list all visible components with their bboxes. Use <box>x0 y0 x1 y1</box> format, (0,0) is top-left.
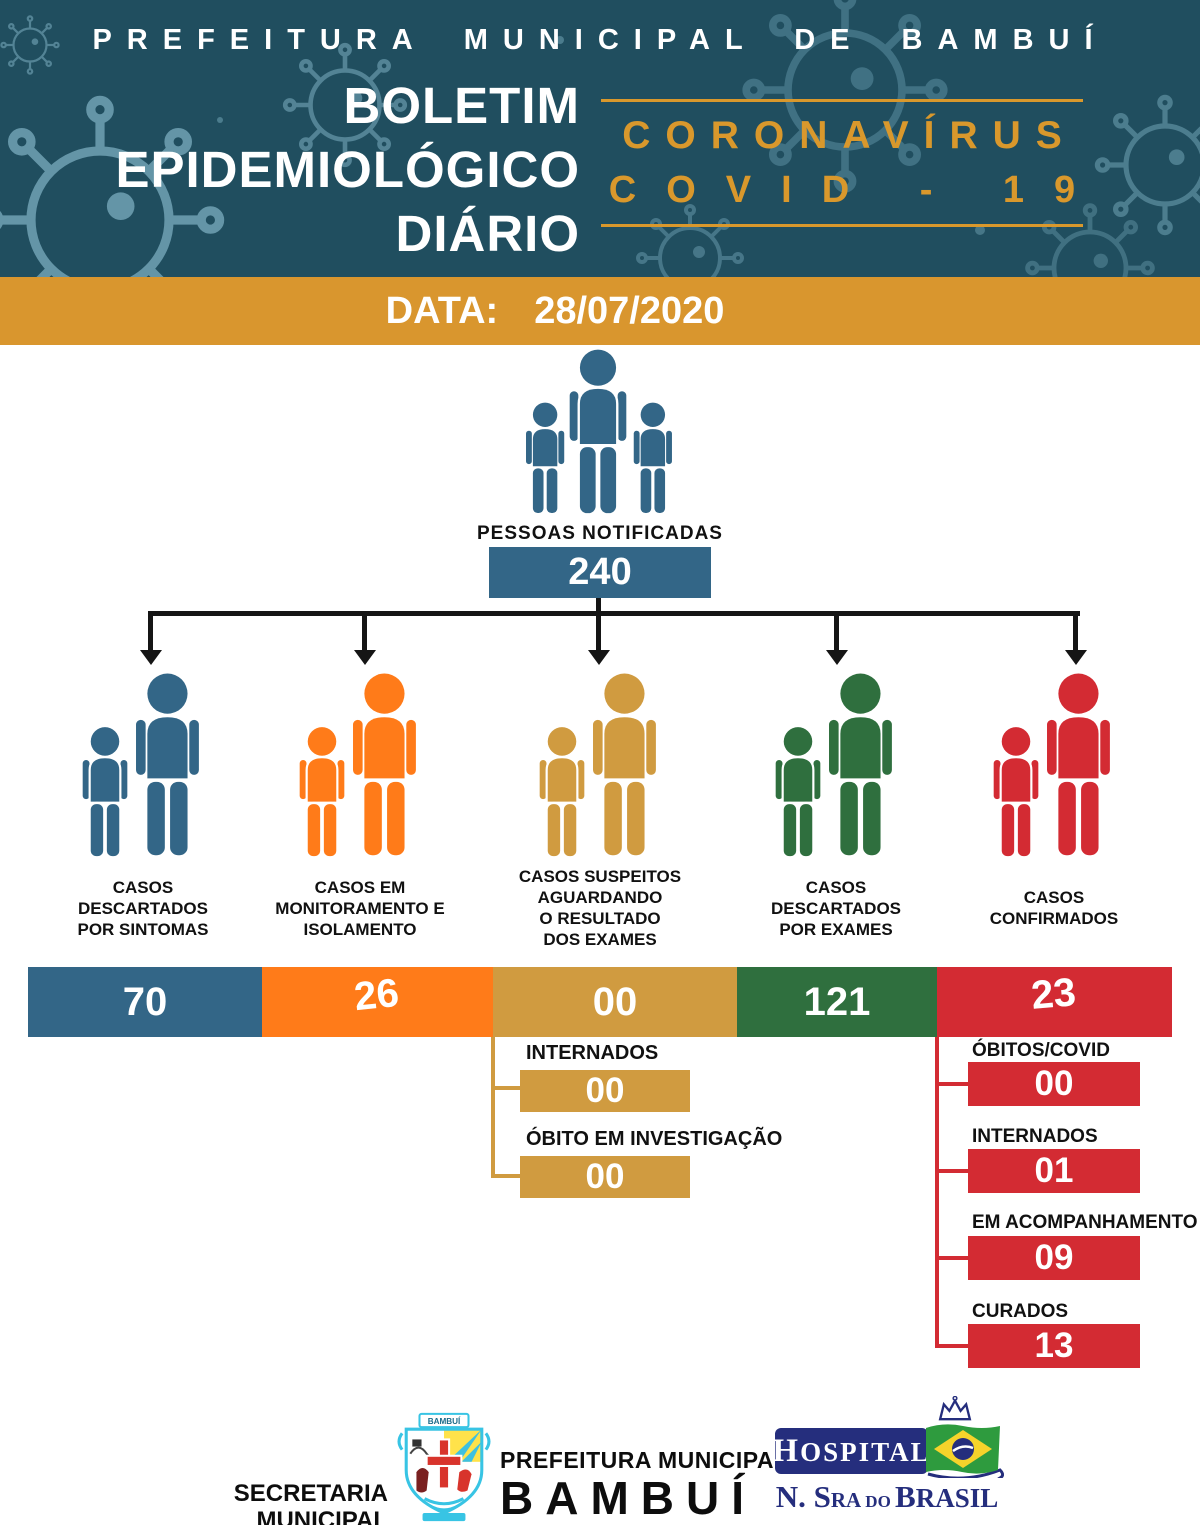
crest-title-text: BAMBUÍ <box>428 1416 461 1426</box>
hospital-name-part: B <box>895 1479 916 1514</box>
root-value-box: 240 <box>489 547 711 598</box>
flow-arrow-3 <box>596 611 601 651</box>
value-confirmed: 23 <box>1029 969 1078 1018</box>
flow-arrow-1 <box>148 611 153 651</box>
prefeitura-line1: PREFEITURA MUNICIPAL DE <box>500 1447 828 1473</box>
segment-monitoring: 26 <box>262 967 493 1037</box>
brazil-flag-icon <box>926 1424 1004 1478</box>
flow-arrow-4 <box>834 611 839 651</box>
branch-line <box>148 611 1080 616</box>
arrowhead-icon <box>826 650 848 665</box>
confirmed-connector-4 <box>935 1344 968 1348</box>
value-discarded-symptoms: 70 <box>122 979 168 1024</box>
value-suspected: 00 <box>592 979 638 1024</box>
bambui-coat-of-arms: BAMBUÍ <box>397 1412 491 1522</box>
category-label-4: CASOS DESCARTADOS POR EXAMES <box>770 877 902 939</box>
arrowhead-icon <box>140 650 162 665</box>
confirmed-connector-2 <box>935 1169 968 1173</box>
bulletin-title-line2: EPIDEMIOLÓGICO <box>115 141 580 198</box>
category-label-1: CASOS DESCARTADOS POR SINTOMAS <box>77 877 209 939</box>
coronavirus-label: CORONAVÍRUS <box>622 113 1077 157</box>
root-label: PESSOAS NOTIFICADAS <box>477 523 723 544</box>
hospital-title-box: HOSPITAL <box>772 1428 931 1474</box>
covid19-label: COVID - 19 <box>608 169 1106 212</box>
suspected-connector-1 <box>491 1086 522 1090</box>
hospital-name-part: DO <box>865 1492 896 1511</box>
segment-discarded-symptoms: 70 <box>28 967 262 1037</box>
obito-investigacao-value: 00 <box>585 1157 625 1196</box>
divider-line-top <box>601 99 1083 102</box>
category-label-2: CASOS EM MONITORAMENTO E ISOLAMENTO <box>275 877 445 939</box>
obitos-covid-value: 00 <box>1034 1064 1074 1103</box>
segment-discarded-exams: 121 <box>737 967 937 1037</box>
confirmed-cases-icon <box>985 673 1110 857</box>
hospital-title: HOSPITAL <box>772 1432 931 1469</box>
suspected-subtree-line <box>491 1037 495 1178</box>
coronavirus-subtitle: CORONAVÍRUS COVID - 19 <box>601 99 1083 227</box>
notified-people-icon <box>526 348 672 514</box>
discarded-exams-icon <box>767 673 892 857</box>
divider-line-bottom <box>601 223 1083 227</box>
hospital-name: N. SRA DO BRASIL <box>762 1479 1012 1515</box>
flow-arrow-2 <box>362 611 367 651</box>
internados-covid-value-box: 01 <box>968 1149 1140 1193</box>
curados-value: 13 <box>1034 1326 1074 1365</box>
prefeitura-line2: BAMBUÍ <box>500 1472 756 1524</box>
hospital-name-part: RA <box>830 1488 866 1512</box>
bulletin-title-line1: BOLETIM <box>343 77 580 134</box>
acompanhamento-value: 09 <box>1034 1238 1074 1277</box>
value-discarded-exams: 121 <box>803 979 871 1024</box>
secretaria-line1: SECRETARIA MUNICIPAL <box>233 1480 388 1525</box>
header-banner: PREFEITURA MUNICIPAL DE BAMBUÍ BOLETIM E… <box>0 0 1200 277</box>
hospital-logo: HOSPITAL N. SRA DO BRASIL <box>762 1396 1082 1521</box>
internados-covid-value: 01 <box>1034 1151 1074 1190</box>
hospital-name-part: RASIL <box>915 1483 999 1513</box>
suspected-connector-2 <box>491 1174 522 1178</box>
segment-suspected: 00 <box>493 967 737 1037</box>
flow-arrow-5 <box>1073 611 1078 651</box>
arrowhead-icon <box>354 650 376 665</box>
confirmed-subtree-line <box>935 1037 939 1348</box>
acompanhamento-label: EM ACOMPANHAMENTO <box>972 1212 1198 1233</box>
crown-icon <box>938 1396 972 1421</box>
monitoring-isolation-icon <box>291 673 416 857</box>
municipality-title: PREFEITURA MUNICIPAL DE BAMBUÍ <box>92 24 1108 56</box>
bulletin-title: BOLETIM EPIDEMIOLÓGICO DIÁRIO <box>0 74 580 266</box>
date-label: DATA: <box>385 289 499 332</box>
bulletin-title-line3: DIÁRIO <box>395 205 580 262</box>
internados-covid-label: INTERNADOS <box>972 1126 1098 1147</box>
root-value: 240 <box>568 551 632 593</box>
category-label-5: CASOS CONFIRMADOS <box>989 888 1119 928</box>
obitos-covid-label: ÓBITOS/COVID <box>972 1040 1110 1061</box>
arrowhead-icon <box>1065 650 1087 665</box>
confirmed-connector-1 <box>935 1082 968 1086</box>
obitos-covid-value-box: 00 <box>968 1062 1140 1106</box>
internados-label: INTERNADOS <box>526 1042 659 1064</box>
virus-decoration-layer <box>0 0 1200 277</box>
suspected-cases-icon <box>531 673 656 857</box>
prefeitura-logo-text: PREFEITURA MUNICIPAL DE BAMBUÍ <box>500 1447 828 1522</box>
arrowhead-icon <box>588 650 610 665</box>
category-label-3: CASOS SUSPEITOS AGUARDANDO O RESULTADO D… <box>518 867 682 949</box>
internados-value: 00 <box>585 1071 625 1110</box>
date-value: 28/07/2020 <box>534 289 725 332</box>
segment-confirmed: 23 <box>937 967 1172 1037</box>
internados-value-box: 00 <box>520 1070 690 1112</box>
acompanhamento-value-box: 09 <box>968 1236 1140 1280</box>
curados-value-box: 13 <box>968 1324 1140 1368</box>
obito-investigacao-value-box: 00 <box>520 1156 690 1198</box>
secretaria-title: SECRETARIA MUNICIPAL DE SAÚDE <box>108 1480 388 1525</box>
value-monitoring: 26 <box>352 970 402 1019</box>
date-bar: DATA: 28/07/2020 <box>0 277 1200 345</box>
hospital-name-part: N. S <box>775 1479 831 1514</box>
discarded-symptoms-icon <box>74 673 199 857</box>
curados-label: CURADOS <box>972 1301 1069 1322</box>
obito-investigacao-label: ÓBITO EM INVESTIGAÇÃO <box>526 1128 783 1150</box>
root-stem-line <box>596 598 601 613</box>
confirmed-connector-3 <box>935 1256 968 1260</box>
